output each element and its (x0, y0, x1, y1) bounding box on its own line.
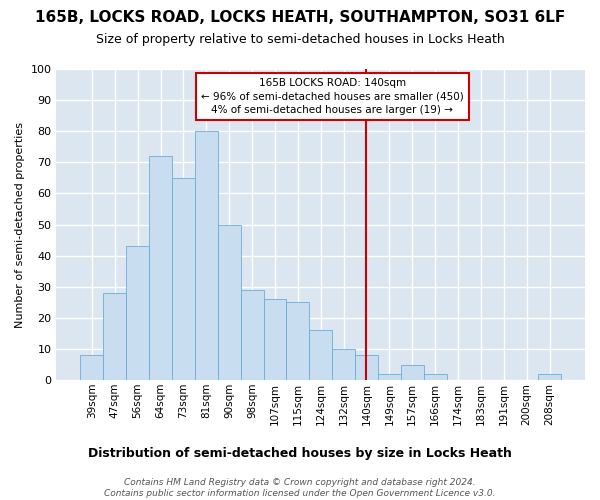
Text: 165B, LOCKS ROAD, LOCKS HEATH, SOUTHAMPTON, SO31 6LF: 165B, LOCKS ROAD, LOCKS HEATH, SOUTHAMPT… (35, 10, 565, 25)
Y-axis label: Number of semi-detached properties: Number of semi-detached properties (15, 122, 25, 328)
Bar (332, 349, 355, 380)
Text: Contains HM Land Registry data © Crown copyright and database right 2024.
Contai: Contains HM Land Registry data © Crown c… (104, 478, 496, 498)
Bar (195, 131, 218, 380)
Bar (80, 355, 103, 380)
Bar (309, 330, 332, 380)
Bar (241, 290, 263, 380)
Bar (126, 246, 149, 380)
Text: Distribution of semi-detached houses by size in Locks Heath: Distribution of semi-detached houses by … (88, 447, 512, 460)
Bar (149, 156, 172, 380)
Bar (538, 374, 561, 380)
Bar (286, 302, 309, 380)
Bar (424, 374, 446, 380)
Bar (378, 374, 401, 380)
Bar (401, 364, 424, 380)
Text: 165B LOCKS ROAD: 140sqm
← 96% of semi-detached houses are smaller (450)
4% of se: 165B LOCKS ROAD: 140sqm ← 96% of semi-de… (201, 78, 464, 114)
Bar (218, 224, 241, 380)
Bar (172, 178, 195, 380)
Text: Size of property relative to semi-detached houses in Locks Heath: Size of property relative to semi-detach… (95, 32, 505, 46)
Bar (355, 355, 378, 380)
Bar (263, 299, 286, 380)
Bar (103, 293, 126, 380)
